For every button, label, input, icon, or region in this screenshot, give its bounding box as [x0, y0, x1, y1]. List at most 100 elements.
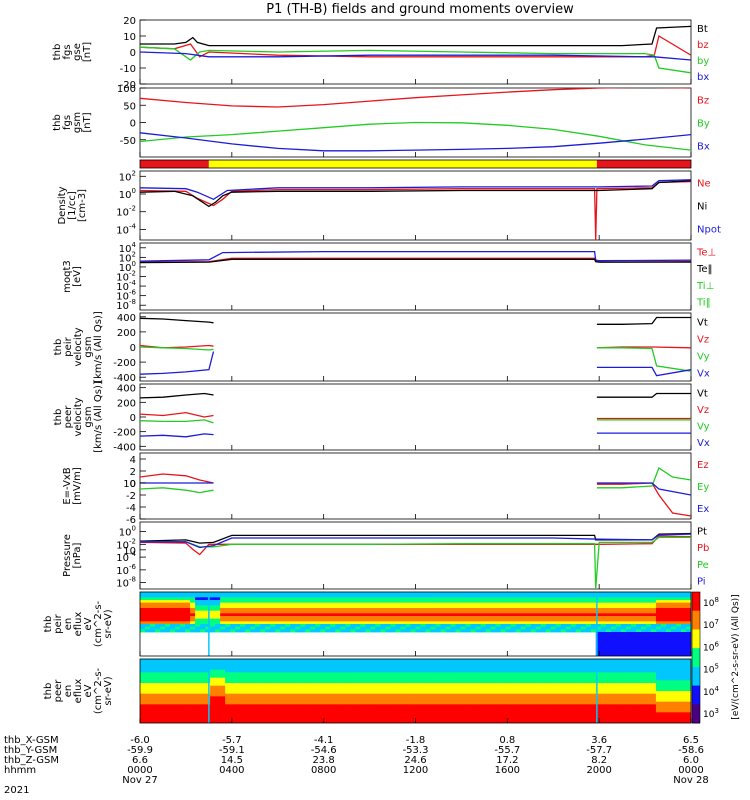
spectrogram-cell: [645, 592, 652, 596]
spectrogram-cell: [160, 691, 166, 695]
spectrogram-cell: [275, 683, 281, 687]
spectrogram-cell: [685, 707, 691, 711]
spectrogram-cell: [200, 626, 206, 630]
y-axis-label: gsm: [83, 336, 94, 357]
spectrogram-cell: [620, 602, 627, 606]
spectrogram-cell: [425, 675, 431, 679]
spectrogram-cell: [635, 645, 642, 649]
spectrogram-cell: [530, 664, 537, 668]
spectrogram-cell: [505, 600, 512, 604]
spectrogram-cell: [555, 667, 562, 671]
spectrogram-cell: [445, 704, 451, 708]
spectrogram-cell: [630, 653, 637, 656]
spectrogram-cell: [155, 680, 161, 684]
spectrogram-cell: [600, 707, 607, 711]
spectrogram-cell: [625, 640, 632, 644]
spectrogram-cell: [450, 613, 456, 617]
spectrogram-cell: [570, 672, 577, 676]
spectrogram-cell: [325, 709, 331, 713]
spectrogram-cell: [625, 720, 632, 723]
spectrogram-cell: [555, 704, 562, 708]
spectrogram-cell: [640, 704, 647, 708]
spectrogram-cell: [575, 691, 582, 695]
spectrogram-cell: [280, 675, 286, 679]
y-axis-label: gse: [72, 43, 83, 61]
spectrogram-cell: [270, 624, 276, 628]
spectrogram-cell: [355, 608, 361, 612]
spectrogram-cell: [185, 685, 191, 689]
spectrogram-cell: [420, 667, 426, 671]
spectrogram-cell: [560, 712, 567, 716]
spectrogram-cell: [645, 613, 652, 617]
spectrogram-cell: [540, 664, 547, 668]
spectrogram-cell: [520, 608, 527, 612]
spectrogram-cell: [225, 709, 231, 713]
spectrogram-cell: [570, 626, 577, 630]
spectrogram-cell: [590, 592, 597, 596]
spectrogram-cell: [490, 688, 497, 692]
spectrogram-cell: [445, 669, 451, 673]
spectrogram-cell: [640, 650, 647, 654]
spectrogram-cell: [510, 707, 517, 711]
spectrogram-cell: [265, 610, 271, 614]
spectrogram-cell: [175, 600, 181, 604]
spectrogram-cell: [475, 616, 482, 620]
spectrogram-cell: [235, 629, 241, 633]
spectrogram-cell: [260, 618, 266, 622]
spectrogram-cell: [620, 645, 627, 649]
spectrogram-cell: [220, 605, 226, 609]
spectrogram-cell: [155, 664, 161, 668]
spectrogram-cell: [145, 693, 151, 697]
spectrogram-cell: [410, 701, 416, 705]
spectrogram-cell: [245, 659, 251, 663]
spectrogram-cell: [445, 610, 451, 614]
spectrogram-cell: [565, 594, 572, 598]
spectrogram-cell: [630, 680, 637, 684]
spectrogram-cell: [250, 712, 256, 716]
spectrogram-cell: [235, 592, 241, 596]
spectrogram-cell: [215, 677, 221, 681]
spectrogram-cell: [375, 701, 381, 705]
spectrogram-cell: [460, 669, 466, 673]
y-tick-exponent: -4: [129, 550, 137, 558]
spectrogram-cell: [575, 677, 582, 681]
spectrogram-cell: [615, 624, 622, 628]
spectrogram-cell: [570, 709, 577, 713]
spectrogram-cell: [535, 683, 542, 687]
spectrogram-cell: [415, 688, 421, 692]
spectrogram-cell: [480, 677, 487, 681]
spectrogram-cell: [420, 626, 426, 630]
spectrogram-cell: [610, 616, 617, 620]
spectrogram-cell: [495, 624, 502, 628]
spectrogram-cell: [365, 618, 371, 622]
spectrogram-cell: [295, 709, 301, 713]
spectrogram-cell: [150, 602, 156, 606]
spectrogram-cell: [180, 675, 186, 679]
spectrogram-cell: [615, 637, 622, 641]
spectrogram-cell: [340, 667, 346, 671]
spectrogram-cell: [650, 610, 657, 614]
spectrogram-cell: [395, 693, 401, 697]
spectrogram-cell: [340, 669, 346, 673]
spectrogram-cell: [140, 691, 146, 695]
spectrogram-cell: [150, 693, 156, 697]
spectrogram-cell: [260, 594, 266, 598]
spectrogram-cell: [425, 661, 431, 665]
spectrogram-cell: [210, 677, 216, 681]
spectrogram-cell: [400, 688, 406, 692]
spectrogram-cell: [670, 637, 677, 641]
spectrogram-cell: [275, 691, 281, 695]
spectrogram-cell: [490, 600, 497, 604]
x-row-value: 0.8: [499, 735, 515, 746]
spectrogram-cell: [315, 720, 321, 723]
spectrogram-cell: [270, 605, 276, 609]
spectrogram-cell: [250, 608, 256, 612]
spectrogram-cell: [310, 677, 316, 681]
spectrogram-cell: [290, 707, 296, 711]
spectrogram-cell: [280, 693, 286, 697]
spectrogram-cell: [595, 680, 602, 684]
spectrogram-cell: [530, 699, 537, 703]
y-axis-label: en: [63, 618, 74, 631]
spectrogram-cell: [500, 701, 507, 705]
spectrogram-cell: [545, 693, 552, 697]
